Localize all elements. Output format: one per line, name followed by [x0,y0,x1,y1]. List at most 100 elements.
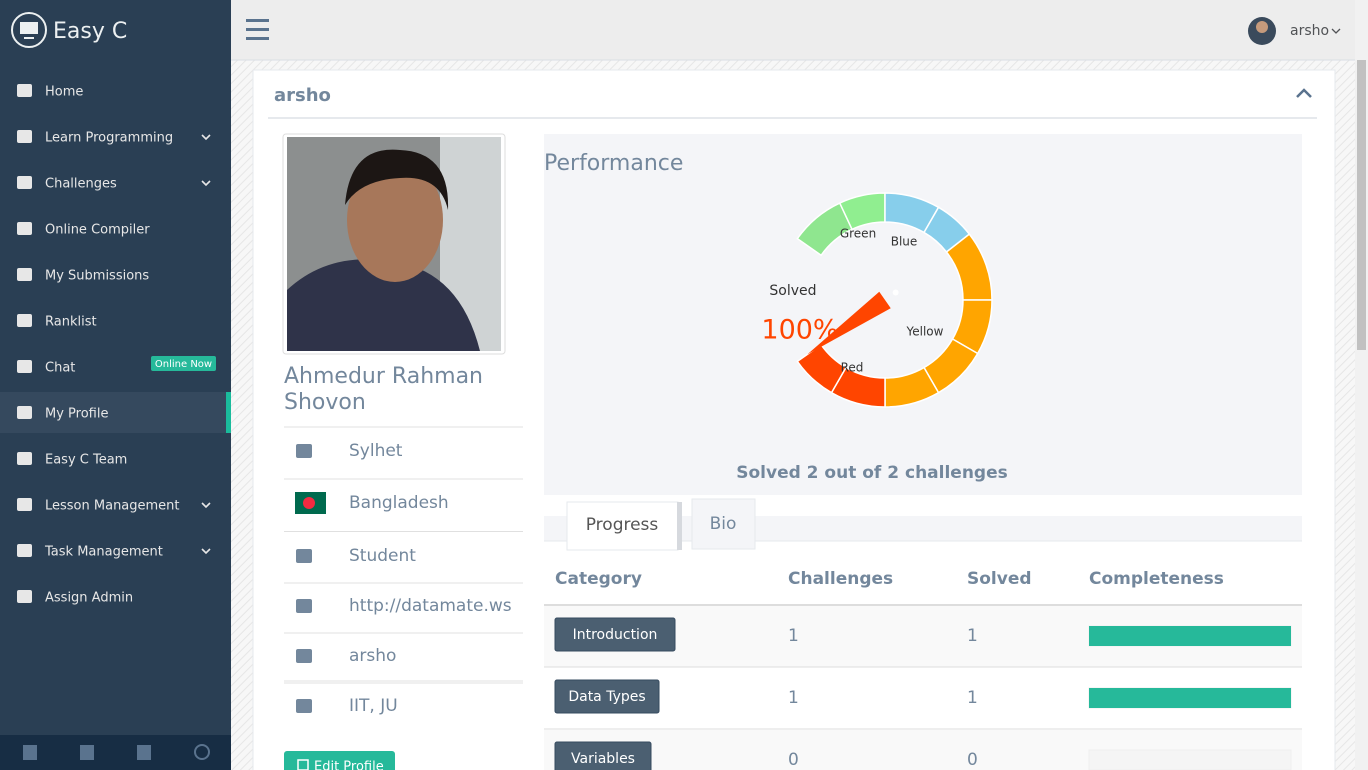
menu-label: Learn Programming [45,131,173,146]
top-bar [231,0,1355,60]
footer-settings[interactable] [23,745,37,760]
collapse-button[interactable] [1296,88,1312,98]
performance-summary: Solved 2 out of 2 challenges [736,463,1008,483]
detail-text: arsho [349,646,396,666]
menu-icon [17,314,32,327]
menu-item[interactable]: My Submissions [17,268,149,284]
progress-table: Category Challenges Solved Completeness Intr… [544,569,1302,770]
detail-text: IIT, JU [349,696,398,716]
gauge-band-label: Green [840,227,876,241]
footer-logout[interactable] [194,744,210,760]
chevron [201,502,211,509]
menu-item[interactable]: Online Compiler [17,222,150,238]
button-label: Edit Profile [314,760,384,770]
menu-label: Chat [45,361,75,376]
button-bg [554,617,676,652]
button-bg [554,679,660,714]
progress-track [1088,749,1292,770]
progress-bar [1089,626,1291,646]
active-bg [0,392,231,433]
detail-icon [296,649,312,663]
user-menu[interactable]: arsho [1248,17,1341,45]
profile-photo [282,133,506,355]
profile-details: Sylhet Bangladesh Student http://datamate.w… [284,426,523,716]
menu-icon [17,406,32,419]
footer-fullscreen[interactable] [80,745,94,760]
cell-text: 1 [967,626,978,646]
menu-item[interactable]: Home [17,84,83,100]
performance-title: Performance [544,151,683,176]
menu-item[interactable]: Ranklist [17,314,97,330]
menu-icon [17,84,32,97]
panel-title: arsho [274,85,331,106]
menu-item[interactable]: Easy C Team [17,452,127,468]
menu-label: Online Compiler [45,223,150,238]
menu-icon [17,544,32,557]
cell-text: 1 [788,688,799,708]
detail-icon [296,599,312,613]
flag-disc [303,497,315,509]
menu-icon [17,360,32,373]
menu-label: Home [45,85,83,100]
menu-item[interactable]: Lesson Management [17,498,211,514]
button-label: Introduction [573,627,658,643]
edit-profile-button[interactable]: Edit Profile [284,751,395,770]
chevron [201,180,211,187]
category-button[interactable]: Data Types [554,679,660,714]
sidebar-footer [0,735,231,770]
menu-item[interactable]: Learn Programming [17,130,211,146]
gauge-value: 100% [761,315,838,346]
table-header: Completeness [1089,569,1224,589]
progress-bar [1089,688,1291,708]
tab-bio[interactable]: Bio [691,498,756,550]
detail-icon [296,549,312,563]
badge-label: Online Now [155,359,212,370]
detail-text: Bangladesh [349,493,449,513]
menu-icon [17,452,32,465]
button-bg [554,741,652,770]
gauge-label: Solved [769,283,816,299]
menu-label: My Submissions [45,269,149,284]
scrollbar-thumb[interactable] [1357,60,1366,350]
profile-name: Ahmedur Rahman Shovon [284,364,483,415]
gauge-needle [807,291,891,355]
cell-text: 1 [967,688,978,708]
detail-icon [296,444,312,458]
footer-lock[interactable] [137,745,151,760]
brand[interactable]: Easy C [11,12,127,48]
cell-text: 1 [788,626,799,646]
menu-label: Easy C Team [45,453,127,468]
menu-item[interactable]: Chat Online Now [17,356,216,376]
table-header: Category [555,569,642,589]
cell-text: 0 [788,750,799,770]
active-indicator [226,392,231,433]
menu-label: Task Management [44,545,163,560]
menu-toggle[interactable] [246,19,269,40]
menu-label: Assign Admin [45,591,133,606]
tab-label: Bio [710,514,737,534]
menu-label: Challenges [45,177,117,192]
menu-item[interactable]: Assign Admin [17,590,133,606]
gauge-band-label: Blue [891,235,918,249]
chevron [201,548,211,555]
gauge-band-label: Yellow [906,325,944,339]
menu-icon [17,498,32,511]
category-button[interactable]: Variables [554,741,652,770]
footer-icons [23,744,210,760]
category-button[interactable]: Introduction [554,617,676,652]
menu-icon [17,590,32,603]
menu-item[interactable]: Task Management [17,544,211,560]
table-header: Solved [967,569,1032,589]
menu-item[interactable]: Challenges [17,176,211,192]
detail-text: Sylhet [349,441,403,461]
performance-box [544,134,1302,495]
menu-label: Ranklist [45,315,97,330]
button-label: Data Types [568,689,645,705]
menu-label: Lesson Management [45,499,180,514]
cell-text: 0 [967,750,978,770]
chevron [201,134,211,141]
tab-progress[interactable]: Progress [566,501,682,551]
menu-item[interactable]: My Profile [0,392,231,433]
